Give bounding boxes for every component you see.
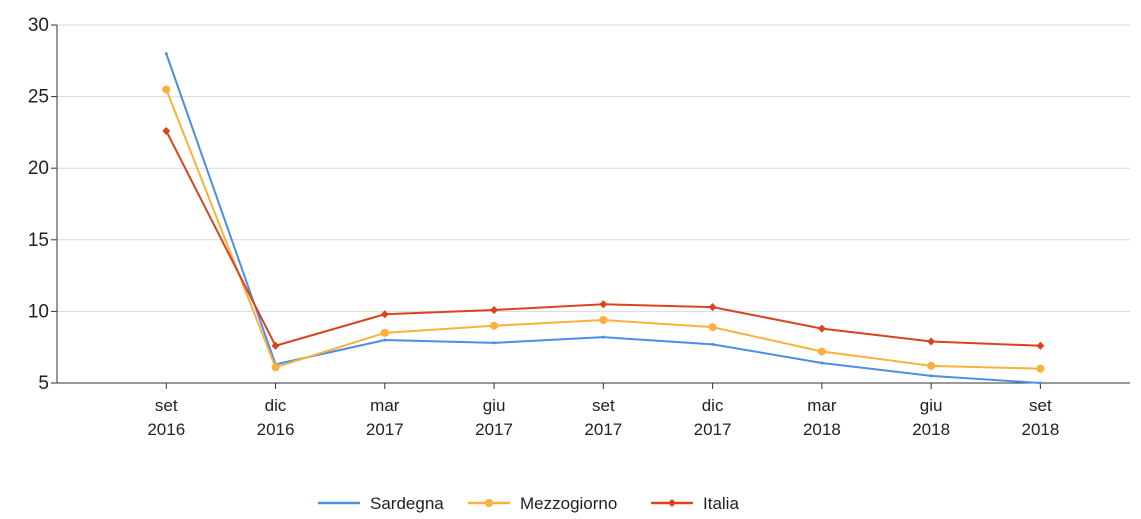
legend-label: Mezzogiorno [520, 494, 617, 513]
y-tick-label: 20 [28, 158, 49, 179]
series-line [165, 130, 1041, 347]
point [271, 341, 280, 350]
series-line [165, 89, 1041, 370]
point [485, 499, 493, 507]
point [668, 499, 676, 507]
point [817, 347, 826, 356]
series-line [165, 53, 1041, 384]
point [1036, 341, 1045, 350]
point [599, 300, 608, 309]
point [1036, 364, 1045, 373]
y-tick-label: 15 [28, 230, 49, 251]
y-tick-label: 25 [28, 87, 49, 108]
x-tick-label: dic 2017 [694, 396, 732, 439]
legend-label: Sardegna [370, 494, 444, 513]
point [271, 363, 280, 372]
point [380, 310, 389, 319]
x-tick-label: dic 2016 [257, 396, 295, 439]
x-tick-label: set 2017 [584, 396, 622, 439]
point [162, 126, 171, 135]
point [817, 324, 826, 333]
point [162, 85, 171, 94]
y-tick-label: 30 [28, 15, 49, 36]
y-tick-label: 10 [28, 301, 49, 322]
point [711, 342, 715, 346]
point [599, 315, 608, 324]
x-tick-label: set 2018 [1021, 396, 1059, 439]
x-tick-label: set 2016 [147, 396, 185, 439]
point [383, 338, 387, 342]
x-tick-label: giu 2017 [475, 396, 513, 439]
point [490, 321, 499, 330]
point [380, 328, 389, 337]
point [929, 374, 933, 378]
x-tick-label: mar 2017 [366, 396, 404, 439]
x-tick-label: giu 2018 [912, 396, 950, 439]
point [492, 341, 496, 345]
point [164, 52, 168, 56]
y-tick-label: 5 [38, 373, 49, 394]
point [708, 323, 717, 332]
x-tick-label: mar 2018 [803, 396, 841, 439]
point [601, 335, 605, 339]
point [1038, 381, 1042, 385]
point [490, 305, 499, 314]
point [708, 303, 717, 312]
point [927, 361, 936, 370]
legend-label: Italia [703, 494, 739, 513]
point [927, 337, 936, 346]
point [820, 361, 824, 365]
